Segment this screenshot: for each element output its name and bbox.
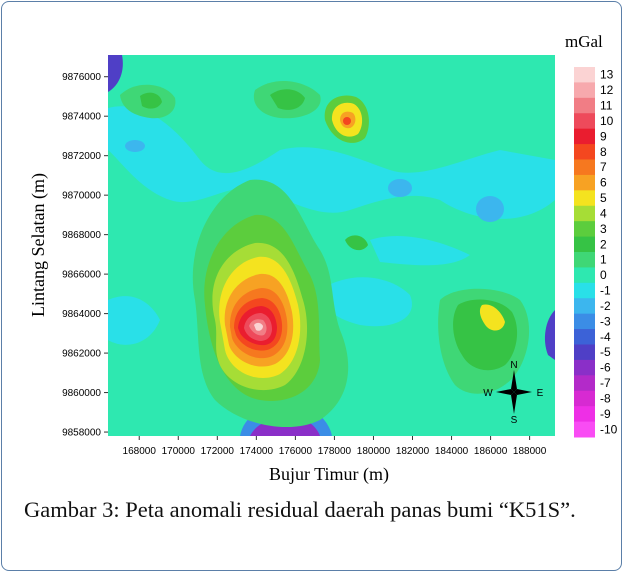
colorbar-level-label: 7 — [600, 160, 607, 174]
colorbar-level-label: -7 — [600, 376, 611, 390]
colorbar-swatch — [574, 421, 595, 438]
colorbar-swatch — [574, 174, 595, 191]
colorbar-swatch — [574, 190, 595, 207]
colorbar-level-label: -9 — [600, 407, 611, 421]
y-tick-label: 9864000 — [62, 309, 101, 320]
colorbar-level-label: 10 — [600, 114, 614, 128]
colorbar-level-label: 9 — [600, 129, 607, 143]
north-label: N — [510, 360, 517, 371]
low-anomaly-east-edge — [544, 310, 555, 360]
residual-anomaly-map: N S W E — [108, 55, 555, 436]
colorbar-level-label: 0 — [600, 268, 607, 282]
colorbar-swatch — [574, 113, 595, 130]
colorbar-swatch — [574, 97, 595, 114]
colorbar-level-label: -4 — [600, 330, 611, 344]
y-tick-label: 9858000 — [62, 428, 101, 439]
x-tick-label: 170000 — [162, 446, 196, 457]
x-tick-label: 176000 — [279, 446, 313, 457]
west-label: W — [483, 388, 493, 399]
colorbar-level-label: -8 — [600, 391, 611, 405]
x-axis: 168000 170000 172000 174000 176000 178000 1800… — [123, 436, 547, 457]
low-anomaly-zone-north — [108, 106, 555, 222]
colorbar-swatch — [574, 159, 595, 176]
colorbar-level-label: 11 — [600, 99, 613, 113]
x-axis-label: Bujur Timur (m) — [269, 464, 389, 485]
main-high-anomaly-peak — [212, 242, 308, 391]
colorbar-swatch — [574, 82, 595, 99]
colorbar-swatch — [574, 128, 595, 145]
colorbar-level-label: -6 — [600, 361, 611, 375]
colorbar-swatch — [574, 359, 595, 376]
x-tick-label: 174000 — [240, 446, 274, 457]
colorbar-swatch — [574, 252, 595, 268]
colorbar-swatch — [574, 282, 595, 299]
x-tick-label: 180000 — [357, 446, 391, 457]
x-tick-label: 184000 — [435, 446, 469, 457]
figure-caption: Gambar 3: Peta anomali residual daerah p… — [24, 493, 604, 526]
y-tick-label: 9870000 — [62, 191, 101, 202]
colorbar-level-label: 1 — [600, 253, 607, 267]
caption-text: Gambar 3: Peta anomali residual daerah p… — [24, 497, 576, 522]
y-tick-label: 9868000 — [62, 230, 101, 241]
y-tick-label: 9874000 — [62, 112, 101, 123]
colorbar-swatch — [574, 313, 595, 330]
colorbar-level-label: -3 — [600, 314, 611, 328]
colorbar-level-label: 8 — [600, 145, 607, 159]
colorbar-level-label: 13 — [600, 68, 614, 82]
colorbar-swatch — [574, 205, 595, 222]
colorbar-swatch — [574, 221, 595, 238]
colorbar-level-label: -1 — [600, 284, 611, 298]
colorbar-level-label: 5 — [600, 191, 607, 205]
x-tick-label: 186000 — [474, 446, 508, 457]
colorbar-level-label: 2 — [600, 237, 607, 251]
colorbar-swatch — [574, 329, 595, 345]
x-tick-label: 182000 — [396, 446, 430, 457]
anomaly-map-figure: N S W E 168000 170000 172000 174000 176000 17… — [28, 32, 618, 485]
colorbar-level-label: 3 — [600, 222, 607, 236]
colorbar-swatch — [574, 236, 595, 253]
colorbar-swatch — [574, 390, 595, 407]
x-tick-label: 188000 — [513, 446, 547, 457]
high-anomaly-north-peak — [324, 95, 369, 143]
colorbar-level-label: 4 — [600, 206, 607, 220]
y-tick-label: 9860000 — [62, 388, 101, 399]
y-tick-label: 9866000 — [62, 270, 101, 281]
colorbar-swatch — [574, 406, 595, 423]
colorbar-level-label: -2 — [600, 299, 611, 313]
y-tick-label: 9872000 — [62, 151, 101, 162]
north-arrow: N S W E — [483, 360, 543, 426]
colorbar-swatch — [574, 344, 595, 361]
south-label: S — [511, 415, 518, 426]
east-label: E — [537, 388, 544, 399]
y-tick-label: 9862000 — [62, 349, 101, 360]
x-tick-label: 178000 — [318, 446, 352, 457]
colorbar-level-label: -5 — [600, 345, 611, 359]
low-anomaly-nw-corner — [108, 55, 123, 92]
colorbar-level-label: 6 — [600, 176, 607, 190]
colorbar-swatch — [574, 298, 595, 315]
colorbar-unit-label: mGal — [565, 32, 603, 51]
colorbar-swatch — [574, 375, 595, 392]
colorbar-level-label: 12 — [600, 83, 614, 97]
colorbar-level-label: -10 — [600, 422, 618, 436]
colorbar-swatch — [574, 67, 595, 83]
y-axis-label: Lintang Selatan (m) — [28, 173, 49, 317]
x-tick-label: 168000 — [123, 446, 157, 457]
x-tick-label: 172000 — [201, 446, 235, 457]
colorbar-swatch — [574, 267, 595, 284]
low-anomaly-zone-central — [108, 235, 470, 345]
y-axis: 9858000 9860000 9862000 9864000 9866000 98680… — [62, 72, 108, 439]
colorbar-swatch — [574, 144, 595, 160]
y-tick-label: 9876000 — [62, 72, 101, 83]
